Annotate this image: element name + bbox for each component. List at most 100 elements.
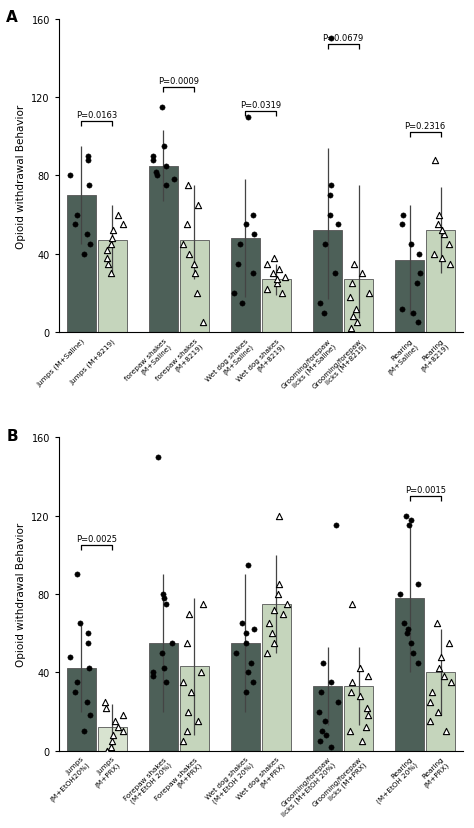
Point	[348, 676, 356, 689]
Point	[200, 316, 207, 330]
Point	[409, 647, 417, 660]
Point	[435, 662, 443, 676]
Point	[332, 519, 339, 532]
Point	[270, 604, 277, 617]
Point	[331, 267, 338, 281]
Y-axis label: Opioid withdrawal Behavior: Opioid withdrawal Behavior	[16, 522, 26, 667]
Point	[160, 591, 167, 604]
Bar	[395, 598, 424, 751]
Point	[85, 662, 93, 676]
Point	[434, 705, 442, 718]
Text: P=0.0025: P=0.0025	[76, 534, 117, 543]
Bar	[426, 672, 455, 751]
Point	[427, 715, 434, 728]
Point	[358, 267, 366, 281]
Point	[404, 623, 411, 636]
Bar	[149, 643, 178, 751]
Point	[438, 224, 446, 238]
Point	[431, 154, 439, 167]
Text: B: B	[6, 428, 18, 444]
Point	[365, 709, 372, 722]
Point	[326, 209, 333, 222]
Point	[183, 637, 191, 650]
Point	[73, 209, 81, 222]
Point	[162, 598, 170, 611]
Point	[435, 209, 443, 222]
Bar	[313, 686, 342, 751]
Bar	[344, 280, 373, 333]
Point	[86, 238, 93, 252]
Point	[407, 513, 415, 527]
Point	[414, 578, 422, 591]
Point	[101, 696, 109, 709]
Point	[119, 724, 127, 738]
Text: P=0.0009: P=0.0009	[158, 77, 199, 86]
Text: P=0.0015: P=0.0015	[405, 485, 446, 494]
Point	[180, 238, 187, 252]
Point	[149, 666, 157, 679]
Text: P=0.0679: P=0.0679	[322, 34, 364, 43]
Point	[71, 219, 79, 232]
Point	[319, 656, 327, 669]
Point	[107, 740, 115, 753]
Point	[447, 676, 455, 689]
Point	[347, 686, 355, 699]
Point	[103, 252, 111, 265]
Point	[191, 258, 198, 271]
Point	[414, 316, 422, 330]
Bar	[395, 260, 424, 333]
Point	[84, 627, 91, 640]
Point	[86, 709, 93, 722]
Point	[245, 111, 252, 124]
Point	[102, 701, 109, 715]
Point	[245, 666, 252, 679]
Point	[119, 709, 127, 722]
Point	[83, 696, 91, 709]
Point	[184, 705, 191, 718]
Point	[398, 303, 405, 316]
Point	[334, 219, 342, 232]
Point	[365, 287, 373, 301]
Point	[273, 277, 281, 291]
Point	[115, 720, 122, 734]
Text: P=0.2316: P=0.2316	[405, 123, 446, 132]
Bar	[66, 669, 96, 751]
Point	[273, 273, 280, 286]
Point	[159, 647, 166, 660]
Point	[71, 686, 79, 699]
Point	[405, 519, 413, 532]
Point	[398, 219, 406, 232]
Point	[440, 229, 447, 242]
Point	[321, 715, 329, 728]
Point	[354, 316, 361, 330]
Point	[280, 607, 287, 620]
Point	[434, 617, 441, 630]
Point	[119, 219, 127, 232]
Point	[358, 734, 366, 748]
Point	[348, 277, 356, 291]
Point	[180, 734, 187, 748]
Point	[149, 150, 157, 163]
Point	[347, 322, 355, 335]
Point	[234, 258, 242, 271]
Bar	[262, 604, 291, 751]
Point	[183, 219, 191, 232]
Point	[239, 296, 246, 310]
Point	[278, 287, 285, 301]
Point	[242, 627, 249, 640]
Point	[408, 238, 415, 252]
Point	[348, 598, 356, 611]
Point	[263, 258, 271, 271]
Bar	[262, 280, 291, 333]
Point	[353, 303, 360, 316]
Point	[415, 248, 422, 261]
Point	[108, 267, 115, 281]
Point	[84, 150, 91, 163]
Point	[149, 670, 157, 683]
Point	[427, 696, 434, 709]
Point	[243, 637, 250, 650]
Point	[111, 715, 118, 728]
Point	[154, 450, 162, 464]
Point	[322, 729, 330, 742]
Point	[396, 588, 403, 601]
